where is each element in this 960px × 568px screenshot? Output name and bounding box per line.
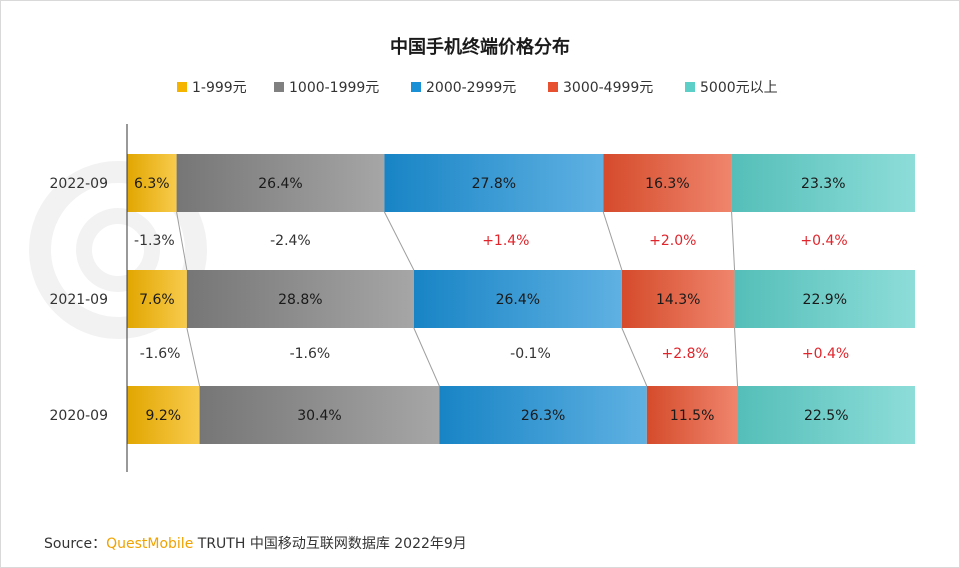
- change-label: +0.4%: [800, 233, 847, 249]
- bar-value-label: 9.2%: [145, 408, 181, 424]
- y-tick-label: 2021-09: [50, 292, 109, 308]
- bars: 6.3% 26.4% 27.8% 16.3% 23.3% 7.6% 28.8% 26.4% 14…: [127, 154, 915, 444]
- legend-swatch: [411, 82, 421, 92]
- bar-segment: [413, 270, 622, 328]
- change-label: -0.1%: [510, 346, 551, 362]
- bar-segment: [199, 386, 440, 444]
- bar-segment: [603, 154, 732, 212]
- bar-value-label: 22.5%: [804, 408, 848, 424]
- watermark: [29, 161, 207, 339]
- connector-line: [731, 211, 736, 271]
- legend-swatch: [274, 82, 284, 92]
- change-labels: -1.3% -2.4% +1.4% +2.0% +0.4% -1.6% -1.6% -0.1%…: [134, 233, 849, 362]
- connector-line: [734, 327, 739, 387]
- change-label: -1.6%: [290, 346, 331, 362]
- y-tick-label: 2020-09: [50, 408, 109, 424]
- bar-row: 7.6% 28.8% 26.4% 14.3% 22.9%: [127, 270, 915, 328]
- watermark-ring: [29, 161, 207, 339]
- bar-segment: [186, 270, 414, 328]
- legend-label: 1000-1999元: [289, 80, 379, 96]
- legend-swatch: [548, 82, 558, 92]
- chart-title: 中国手机终端价格分布: [390, 36, 570, 58]
- bar-value-label: 26.3%: [521, 408, 565, 424]
- legend-label: 1-999元: [192, 80, 247, 96]
- bar-value-label: 28.8%: [278, 292, 322, 308]
- connectors: [176, 211, 739, 387]
- legend-item: 5000元以上: [685, 80, 778, 96]
- change-label: +0.4%: [802, 346, 849, 362]
- bar-segment: [176, 154, 385, 212]
- bar-segment: [621, 270, 735, 328]
- legend-item: 2000-2999元: [411, 80, 516, 96]
- bar-segment: [734, 270, 915, 328]
- connector-line: [186, 327, 201, 387]
- bar-value-label: 26.4%: [258, 176, 302, 192]
- source-prefix: Source：: [44, 536, 107, 552]
- source-footer: Source：QuestMobile TRUTH 中国移动互联网数据库 2022…: [44, 533, 467, 553]
- connector-line: [176, 211, 188, 271]
- connector-line: [621, 327, 648, 387]
- y-axis: 2022-09 2021-09 2020-09: [50, 124, 128, 472]
- bar-value-label: 30.4%: [297, 408, 341, 424]
- bar-segment: [737, 386, 915, 444]
- change-label: -1.6%: [140, 346, 181, 362]
- legend-swatch: [177, 82, 187, 92]
- legend-item: 1000-1999元: [274, 80, 379, 96]
- bar-segment: [384, 154, 604, 212]
- bar-value-label: 26.4%: [496, 292, 540, 308]
- legend: 1-999元 1000-1999元 2000-2999元 3000-4999元 5000…: [177, 80, 778, 96]
- change-label: +1.4%: [482, 233, 529, 249]
- bar-row: 6.3% 26.4% 27.8% 16.3% 23.3%: [127, 154, 915, 212]
- legend-swatch: [685, 82, 695, 92]
- legend-item: 3000-4999元: [548, 80, 653, 96]
- y-tick-label: 2022-09: [50, 176, 109, 192]
- bar-value-label: 14.3%: [656, 292, 700, 308]
- legend-item: 1-999元: [177, 80, 247, 96]
- bar-value-label: 27.8%: [472, 176, 516, 192]
- connector-line: [602, 211, 623, 271]
- connector-line: [383, 211, 415, 271]
- bar-segment: [127, 154, 177, 212]
- bar-segment: [439, 386, 647, 444]
- bar-value-label: 16.3%: [645, 176, 689, 192]
- bar-value-label: 6.3%: [134, 176, 170, 192]
- bar-segment: [731, 154, 915, 212]
- legend-label: 3000-4999元: [563, 80, 653, 96]
- watermark-ring-inner: [76, 208, 160, 292]
- bar-segment: [127, 386, 200, 444]
- bar-value-label: 22.9%: [803, 292, 847, 308]
- source-text: TRUTH 中国移动互联网数据库 2022年9月: [193, 536, 467, 552]
- change-label: -2.4%: [270, 233, 311, 249]
- source-brand: QuestMobile: [106, 536, 194, 552]
- change-label: +2.8%: [662, 346, 709, 362]
- bar-value-label: 7.6%: [139, 292, 175, 308]
- legend-label: 2000-2999元: [426, 80, 516, 96]
- change-label: -1.3%: [134, 233, 175, 249]
- bar-value-label: 11.5%: [670, 408, 714, 424]
- connector-line: [413, 327, 440, 387]
- bar-segment: [127, 270, 187, 328]
- bar-segment: [646, 386, 738, 444]
- bar-value-label: 23.3%: [801, 176, 845, 192]
- change-label: +2.0%: [649, 233, 696, 249]
- bar-row: 9.2% 30.4% 26.3% 11.5% 22.5%: [127, 386, 915, 444]
- legend-label: 5000元以上: [700, 80, 778, 96]
